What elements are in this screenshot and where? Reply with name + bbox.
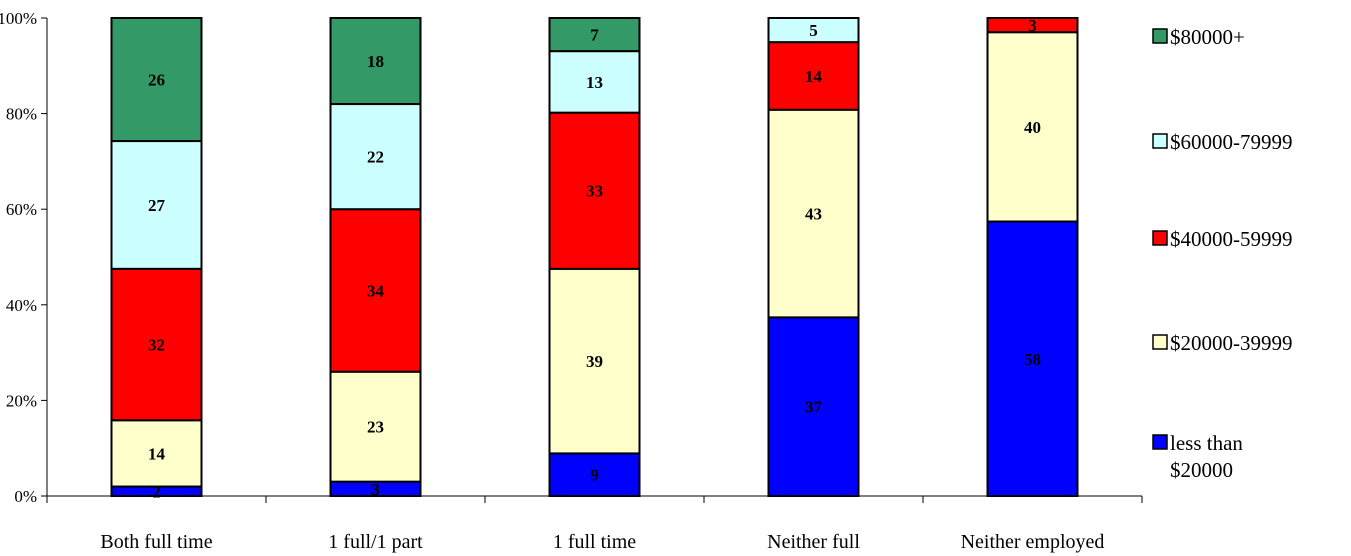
data-label: 18 (367, 52, 384, 71)
data-label: 27 (148, 196, 166, 215)
x-category-label: 1 full time (553, 531, 636, 553)
x-category-label: 1 full/1 part (328, 531, 423, 553)
bar-segment (986, 31, 1079, 223)
bar-segment (329, 103, 422, 211)
data-label: 37 (805, 398, 823, 417)
bar-segment (110, 17, 203, 143)
data-label: 43 (805, 205, 822, 224)
bar-segment (767, 41, 860, 111)
bar-segment (986, 17, 1079, 34)
data-label: 40 (1024, 118, 1041, 137)
bar-segment (329, 370, 422, 483)
y-tick-label: 20% (6, 391, 37, 410)
data-label: 32 (148, 336, 165, 355)
bar-segment (548, 50, 641, 114)
y-tick-label: 0% (14, 487, 37, 506)
data-label: 3 (371, 480, 380, 499)
bar-segment (767, 17, 860, 44)
bar-segment (329, 208, 422, 373)
data-label: 13 (586, 73, 603, 92)
axes: 0% 20% 40% 60% 80% 100% Both full time 1 full/1… (0, 9, 1143, 553)
legend-label: $60000-79999 (1170, 130, 1293, 154)
x-category-label: Neither full (767, 531, 860, 553)
data-label: 7 (590, 26, 599, 45)
legend-label: $40000-59999 (1170, 227, 1293, 251)
data-label: 26 (148, 71, 165, 90)
bar-segment (548, 17, 641, 53)
data-label: 5 (809, 21, 818, 40)
legend-label: $80000+ (1170, 25, 1245, 49)
bar-segment (548, 267, 641, 455)
y-tick-label: 60% (6, 200, 37, 219)
legend-label: less than $20000 (1170, 431, 1243, 482)
data-label: 23 (367, 418, 384, 437)
legend-swatch (1152, 230, 1168, 246)
legend-swatch (1152, 133, 1168, 149)
legend-swatch (1152, 28, 1168, 44)
bar-segment (986, 220, 1079, 497)
legend-swatch (1152, 334, 1168, 350)
data-label: 14 (148, 444, 166, 463)
bar-segment (329, 17, 422, 106)
data-label: 34 (367, 281, 385, 300)
bar-segment (767, 316, 860, 498)
bar-segment (548, 452, 641, 498)
data-label: 33 (586, 182, 603, 201)
legend-label: $20000-39999 (1170, 331, 1293, 355)
data-label: 58 (1024, 350, 1041, 369)
bar-segment (767, 108, 860, 319)
data-label: 22 (367, 148, 384, 167)
data-label: 3 (1028, 16, 1037, 35)
data-label: 14 (805, 67, 823, 86)
y-tick-label: 80% (6, 105, 37, 124)
data-label: 2 (152, 482, 161, 501)
y-tick-label: 100% (0, 9, 37, 28)
legend: $80000+ $60000-79999 $40000-59999 $20000-39… (1152, 25, 1293, 482)
x-category-label: Neither employed (961, 531, 1105, 553)
bar-segment (110, 140, 203, 270)
bars (110, 17, 1079, 498)
data-label: 39 (586, 352, 603, 371)
legend-swatch (1152, 434, 1168, 450)
bar-segment (110, 267, 203, 422)
y-tick-label: 40% (6, 296, 37, 315)
x-category-label: Both full time (100, 531, 212, 553)
data-labels: 2 14 32 27 26 3 23 34 22 18 9 39 33 13 7 37 43 14 5 58 40 3 (148, 16, 1041, 501)
data-label: 9 (590, 466, 599, 485)
